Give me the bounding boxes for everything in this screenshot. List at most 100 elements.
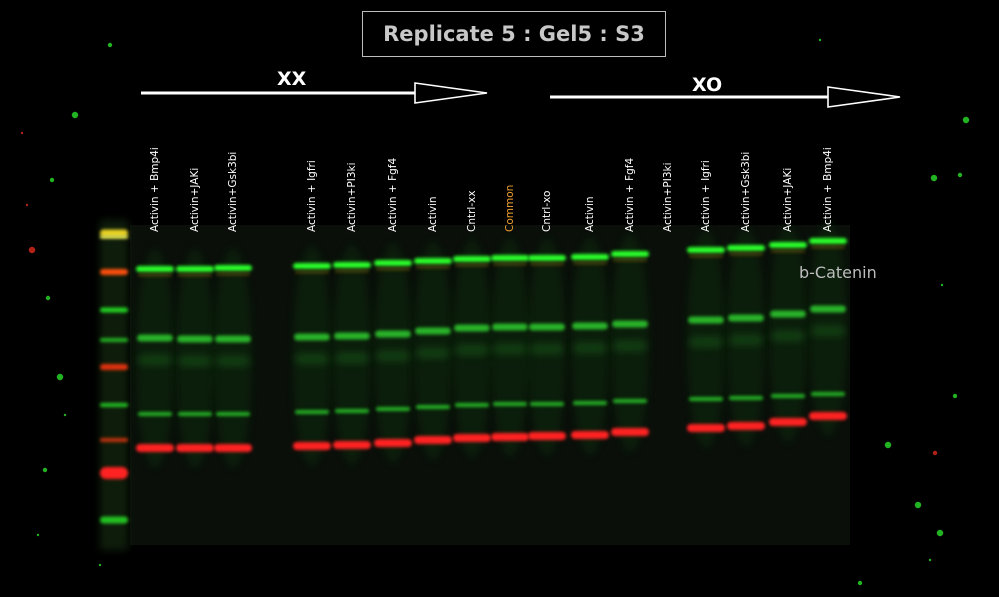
loading-control-band [414, 436, 452, 444]
diffuse-band [771, 331, 805, 341]
lane-label-17: Activin + Bmp4i [822, 147, 834, 232]
secondary-band [455, 263, 489, 267]
diffuse-band [573, 343, 607, 353]
lane-label-3: Activin+Gsk3bi [227, 151, 239, 232]
loading-control-band [214, 444, 252, 452]
b-catenin-band [136, 266, 174, 272]
noise-speck [71, 111, 79, 119]
noise-speck [884, 441, 892, 449]
b-catenin-band [333, 262, 371, 268]
diffuse-band [530, 344, 564, 354]
lane-label-15: Activin+Gsk3bi [740, 151, 752, 232]
loading-control-band [571, 431, 609, 439]
ladder-band [100, 438, 128, 442]
diffuse-band [613, 341, 647, 351]
diffuse-band [811, 326, 845, 336]
lane-label-9: Common [504, 184, 516, 232]
ladder-band [100, 338, 128, 342]
group-label-xo: XO [692, 74, 723, 96]
noise-speck [98, 563, 102, 567]
b-catenin-band [571, 254, 609, 260]
mid-band [375, 330, 411, 338]
b-catenin-band [727, 245, 765, 251]
loading-control-band [528, 432, 566, 440]
secondary-band [216, 272, 250, 276]
mid-band [454, 324, 490, 332]
secondary-band [530, 262, 564, 266]
mid-band [810, 305, 846, 313]
b-catenin-band [414, 258, 452, 264]
secondary-band [138, 273, 172, 277]
noise-speck [63, 413, 67, 417]
diffuse-band [729, 335, 763, 345]
low-band [771, 394, 805, 398]
noise-speck [928, 558, 932, 562]
lane-label-8: Cntrl-xx [466, 190, 478, 232]
noise-speck [818, 38, 822, 42]
band-label-b-catenin: b-Catenin [799, 263, 877, 282]
diffuse-band [455, 345, 489, 355]
diffuse-band [138, 355, 172, 365]
lane-label-14: Activin + Igfri [700, 160, 712, 232]
mid-band [334, 332, 370, 340]
lane-label-7: Activin [427, 196, 439, 232]
secondary-band [689, 254, 723, 258]
secondary-band [178, 273, 212, 277]
secondary-band [295, 270, 329, 274]
protein-ladder [100, 220, 128, 550]
lane-label-6: Activin + Fgf4 [387, 157, 399, 232]
lane-label-5: Activin+PI3ki [346, 162, 358, 233]
diffuse-band [416, 348, 450, 358]
ladder-band [100, 235, 128, 239]
noise-speck [940, 283, 944, 287]
lane-label-4: Activin + Igfri [306, 160, 318, 232]
diffuse-band [689, 337, 723, 347]
b-catenin-band [453, 256, 491, 262]
noise-speck [20, 131, 24, 135]
low-band [729, 396, 763, 400]
b-catenin-band [176, 266, 214, 272]
low-band [295, 410, 329, 414]
low-band [178, 412, 212, 416]
b-catenin-band [769, 242, 807, 248]
noise-speck [49, 177, 55, 183]
b-catenin-band [687, 247, 725, 253]
ladder-band [100, 229, 128, 237]
noise-speck [28, 246, 36, 254]
xx-arrow [141, 82, 488, 104]
b-catenin-band [611, 251, 649, 257]
lane-label-12: Activin + Fgf4 [624, 157, 636, 232]
noise-speck [962, 116, 970, 124]
b-catenin-band [491, 255, 529, 261]
mid-band [728, 314, 764, 322]
noise-speck [45, 295, 51, 301]
secondary-band [771, 249, 805, 253]
ladder-band [100, 364, 128, 370]
noise-speck [957, 172, 963, 178]
loading-control-band [293, 442, 331, 450]
lane-label-16: Activin+JAKi [782, 167, 794, 232]
secondary-band [811, 245, 845, 249]
noise-speck [952, 393, 958, 399]
b-catenin-band [374, 260, 412, 266]
noise-speck [107, 42, 113, 48]
secondary-band [613, 258, 647, 262]
mid-band [688, 316, 724, 324]
loading-control-band [727, 422, 765, 430]
noise-speck [914, 501, 922, 509]
b-catenin-band [214, 265, 252, 271]
low-band [376, 407, 410, 411]
mid-band [177, 335, 213, 343]
loading-control-band [491, 433, 529, 441]
secondary-band [335, 269, 369, 273]
lane-label-10: Cntrl-xo [541, 190, 553, 232]
noise-speck [36, 533, 40, 537]
secondary-band [573, 261, 607, 265]
xo-arrow [550, 86, 901, 108]
lane-label-2: Activin+JAKi [189, 167, 201, 232]
loading-control-band [136, 444, 174, 452]
low-band [455, 403, 489, 407]
loading-control-band [687, 424, 725, 432]
secondary-band [729, 252, 763, 256]
